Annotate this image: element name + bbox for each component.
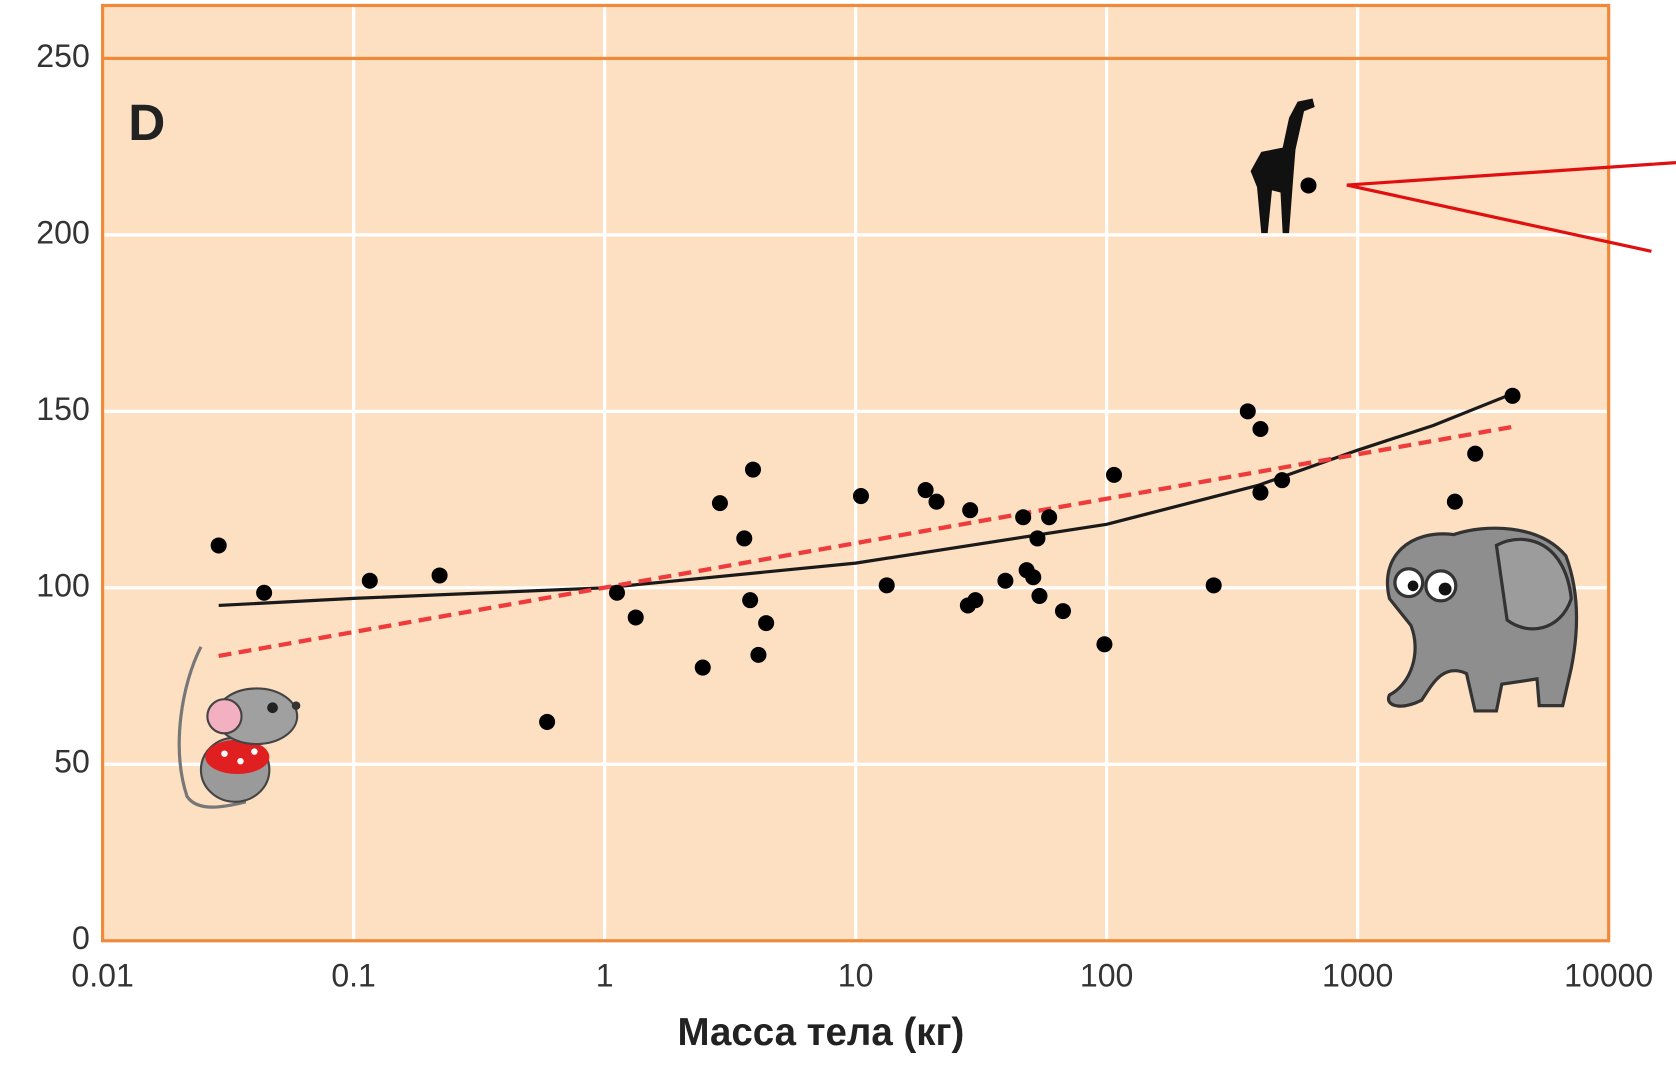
- data-point: [1096, 636, 1113, 653]
- data-point: [1274, 472, 1291, 489]
- data-point: [694, 659, 711, 676]
- data-point: [431, 567, 448, 584]
- panel-label: D: [128, 94, 165, 151]
- x-axis-title: Масса тела (кг): [677, 1011, 964, 1054]
- y-tick-label: 250: [36, 38, 89, 74]
- data-point: [1252, 420, 1269, 438]
- x-tick-label: 100: [1080, 958, 1133, 994]
- y-tick-label: 50: [54, 744, 90, 780]
- x-tick-label: 0.1: [331, 958, 376, 994]
- data-point: [997, 572, 1014, 589]
- data-point: [744, 461, 762, 478]
- data-point: [967, 592, 984, 609]
- mouse-icon: [177, 646, 301, 809]
- data-point: [608, 584, 625, 601]
- data-point: [1467, 445, 1484, 462]
- data-point: [711, 495, 728, 512]
- elephant-icon: [1386, 526, 1579, 713]
- x-tick-label: 1: [596, 958, 614, 994]
- data-point: [928, 493, 945, 510]
- plot-border: [101, 3, 1611, 943]
- annotation-arrow: [1346, 160, 1676, 187]
- data-point: [736, 530, 753, 547]
- data-point: [1031, 587, 1048, 604]
- annotation-arrow: [1346, 183, 1652, 253]
- data-point: [1504, 387, 1521, 404]
- data-point: [1025, 569, 1042, 586]
- data-point: [1041, 509, 1058, 526]
- data-point: [1252, 484, 1269, 501]
- data-point: [758, 615, 775, 632]
- plot-area: 0.01 0.1 1 10 100 1000 10000 0 50 100 150 200 250: [36, 3, 1653, 994]
- fit-line: [218, 424, 1513, 659]
- data-point: [742, 592, 759, 609]
- data-point: [1205, 577, 1222, 594]
- data-point: [852, 488, 869, 505]
- data-point: [256, 584, 273, 601]
- data-point: [750, 646, 767, 663]
- giraffe-icon: [1250, 98, 1315, 234]
- data-point: [1446, 493, 1463, 510]
- x-tick-label: 10000: [1564, 958, 1653, 994]
- data-point: [1106, 466, 1123, 483]
- data-point: [1300, 177, 1317, 194]
- y-tick-label: 200: [36, 214, 89, 250]
- data-point: [1015, 509, 1032, 526]
- x-tick-label: 0.01: [71, 958, 133, 994]
- y-tick-label: 150: [36, 391, 89, 427]
- data-point: [627, 609, 644, 626]
- data-point: [361, 572, 378, 589]
- data-point: [1029, 530, 1046, 547]
- data-point: [917, 482, 934, 499]
- data-point: [878, 577, 895, 594]
- fit-line: [218, 392, 1514, 608]
- y-tick-label: 100: [36, 567, 89, 603]
- data-point: [1239, 403, 1256, 420]
- x-tick-label: 10: [838, 958, 874, 994]
- data-point: [1054, 603, 1072, 620]
- data-point: [962, 502, 979, 519]
- y-tick-label: 0: [72, 920, 90, 956]
- data-point: [539, 713, 556, 730]
- x-tick-label: 1000: [1322, 958, 1393, 994]
- data-point: [210, 537, 227, 554]
